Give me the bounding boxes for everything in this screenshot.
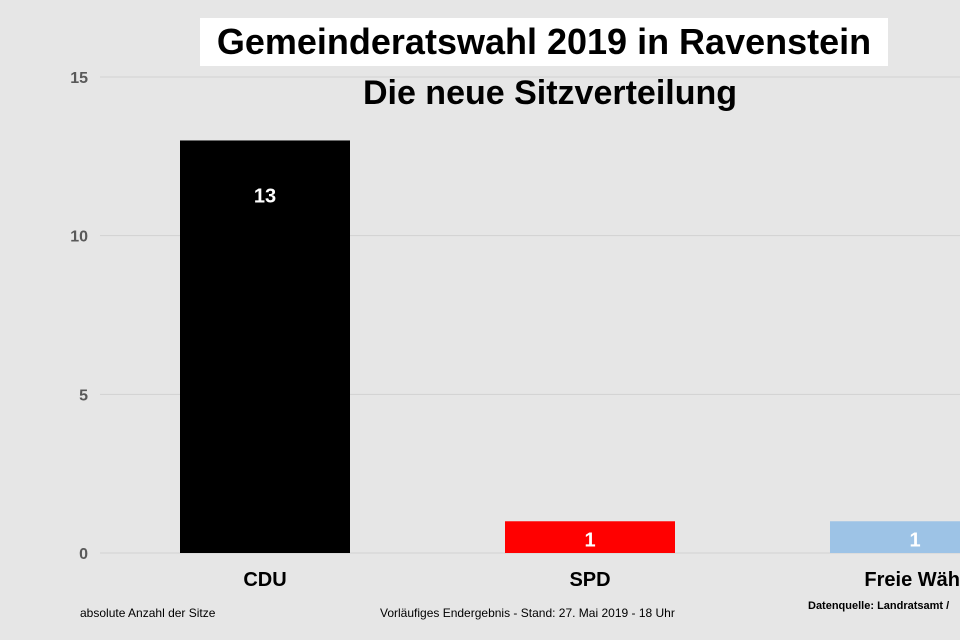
bar-freie-wähl xyxy=(830,521,960,553)
data-label: 1 xyxy=(909,529,920,551)
bar-spd xyxy=(505,521,675,553)
x-tick-label: Freie Wähl xyxy=(864,569,960,591)
x-axis-ticks: CDU SPD Freie Wähl xyxy=(243,569,960,591)
x-tick-label: CDU xyxy=(243,569,286,591)
y-tick-label: 0 xyxy=(79,546,88,563)
bars xyxy=(180,140,960,553)
bar-cdu xyxy=(180,140,350,553)
data-labels: 13 1 1 xyxy=(254,185,921,551)
y-axis-ticks: 0 5 10 15 xyxy=(70,70,88,563)
footer-source-note: Datenquelle: Landratsamt / xyxy=(808,600,950,612)
data-label: 13 xyxy=(254,185,276,207)
x-tick-label: SPD xyxy=(569,569,610,591)
data-label: 1 xyxy=(584,529,595,551)
title-box: Gemeinderatswahl 2019 in Ravenstein xyxy=(200,18,888,66)
y-tick-label: 5 xyxy=(79,387,88,404)
y-tick-label: 10 xyxy=(70,229,88,246)
y-tick-label: 15 xyxy=(70,70,88,87)
footer-unit-note: absolute Anzahl der Sitze xyxy=(80,606,216,620)
chart-subtitle: Die neue Sitzverteilung xyxy=(362,74,738,112)
chart-title: Gemeinderatswahl 2019 in Ravenstein xyxy=(216,21,872,62)
footer-status-note: Vorläufiges Endergebnis - Stand: 27. Mai… xyxy=(380,606,675,620)
